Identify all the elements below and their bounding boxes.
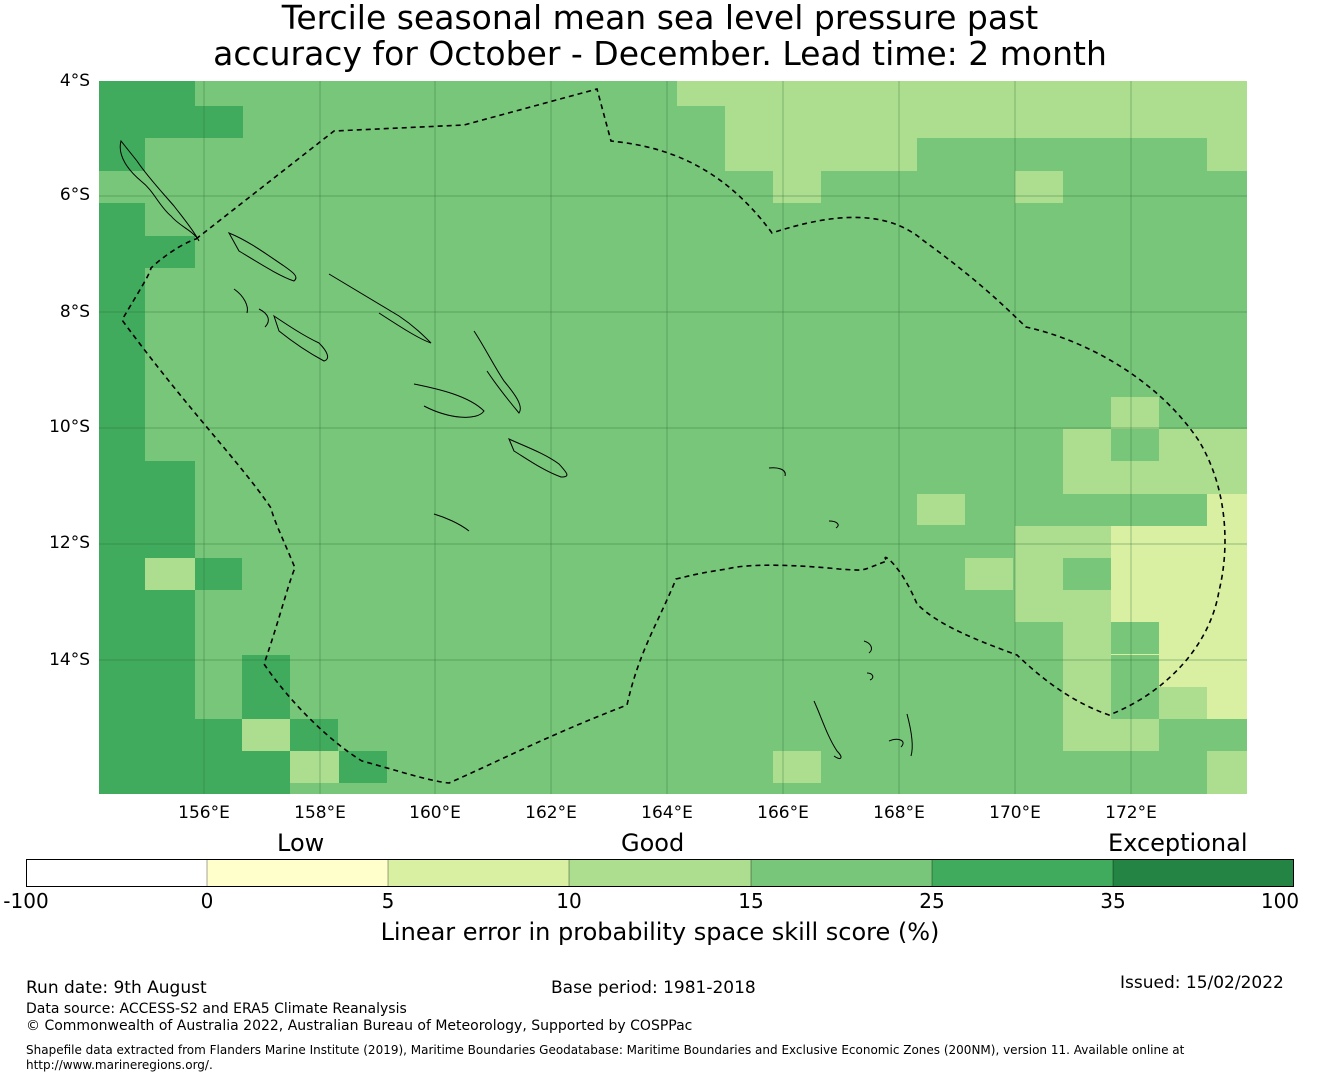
cell-high bbox=[145, 590, 195, 794]
cell-mid bbox=[917, 138, 965, 171]
cell-high bbox=[290, 719, 338, 751]
legend-category-good: Good bbox=[621, 829, 685, 857]
shapefile-credit: Shapefile data extracted from Flanders M… bbox=[26, 1043, 1185, 1072]
cell-good bbox=[1063, 622, 1111, 655]
cell-good bbox=[290, 751, 339, 783]
data-source: Data source: ACCESS-S2 and ERA5 Climate … bbox=[26, 1001, 407, 1017]
base-period: Base period: 1981-2018 bbox=[551, 978, 756, 998]
colorbar-tick: 15 bbox=[738, 889, 764, 913]
cell-high bbox=[195, 106, 243, 138]
cell-mid bbox=[1063, 558, 1111, 590]
colorbar-tick: 25 bbox=[919, 889, 945, 913]
lon-label-164e: 164°E bbox=[641, 803, 693, 823]
cell-good bbox=[773, 171, 821, 203]
cell-high bbox=[242, 655, 290, 719]
cell-mid bbox=[1159, 719, 1207, 794]
cell-mid bbox=[1111, 429, 1159, 461]
cell-good bbox=[1111, 719, 1159, 751]
lat-label-6s: 6°S bbox=[59, 185, 90, 205]
cell-good bbox=[1015, 558, 1063, 590]
colorbar-tick: 5 bbox=[381, 889, 395, 913]
map-title-line2: accuracy for October - December. Lead ti… bbox=[213, 34, 1107, 73]
cell-good bbox=[1159, 687, 1207, 719]
issued-date: Issued: 15/02/2022 bbox=[1120, 973, 1284, 993]
map-title-line1: Tercile seasonal mean sea level pressure… bbox=[281, 0, 1039, 37]
cell-high bbox=[99, 138, 145, 171]
cell-high bbox=[145, 461, 195, 558]
cell-good bbox=[145, 558, 195, 590]
cell-fair bbox=[1207, 494, 1247, 526]
legend-category-low: Low bbox=[277, 829, 325, 857]
colorbar-tick: -100 bbox=[3, 889, 49, 913]
lon-label-158e: 158°E bbox=[294, 803, 346, 823]
lat-label-12s: 12°S bbox=[49, 533, 90, 553]
colorbar-segment bbox=[932, 859, 1113, 887]
lat-label-14s: 14°S bbox=[49, 650, 90, 670]
lat-label-8s: 8°S bbox=[59, 302, 90, 322]
cell-mid bbox=[1111, 687, 1159, 719]
colorbar-tick: 10 bbox=[556, 889, 582, 913]
colorbar-segment bbox=[26, 859, 207, 887]
cell-good bbox=[1015, 590, 1111, 622]
lon-label-166e: 166°E bbox=[757, 803, 809, 823]
skill-score-map bbox=[99, 81, 1247, 794]
colorbar-tick: 35 bbox=[1100, 889, 1126, 913]
cell-good bbox=[725, 138, 917, 171]
cell-high bbox=[99, 81, 195, 138]
cell-good bbox=[1063, 687, 1111, 751]
colorbar-tick: 0 bbox=[200, 889, 214, 913]
lon-label-168e: 168°E bbox=[873, 803, 925, 823]
cell-high bbox=[99, 461, 145, 794]
lon-label-172e: 172°E bbox=[1105, 803, 1157, 823]
skill-grid-cells bbox=[99, 81, 1247, 794]
lon-label-162e: 162°E bbox=[525, 803, 577, 823]
cell-fair bbox=[1207, 687, 1247, 719]
cell-high bbox=[195, 558, 242, 590]
lat-label-4s: 4°S bbox=[59, 71, 90, 91]
lon-label-160e: 160°E bbox=[409, 803, 461, 823]
cell-good bbox=[725, 106, 1247, 138]
cell-good bbox=[242, 719, 290, 751]
cell-good bbox=[917, 494, 965, 525]
lat-label-10s: 10°S bbox=[49, 417, 90, 437]
islands bbox=[119, 139, 913, 759]
lon-label-170e: 170°E bbox=[989, 803, 1041, 823]
cell-high bbox=[99, 203, 145, 461]
colorbar-label: Linear error in probability space skill … bbox=[380, 918, 940, 946]
cell-good bbox=[677, 81, 1247, 106]
colorbar-segment bbox=[388, 859, 569, 887]
skill-score-colorbar bbox=[26, 859, 1294, 887]
copyright: © Commonwealth of Australia 2022, Austra… bbox=[26, 1018, 693, 1034]
colorbar-segment bbox=[751, 859, 932, 887]
legend-category-exceptional: Exceptional bbox=[1108, 829, 1248, 857]
cell-good bbox=[1015, 171, 1063, 203]
cell-good bbox=[965, 558, 1013, 590]
colorbar-segment bbox=[207, 859, 388, 887]
cell-good bbox=[1207, 138, 1247, 171]
graticule bbox=[99, 81, 1247, 794]
cell-mid bbox=[1159, 138, 1207, 171]
lon-label-156e: 156°E bbox=[178, 803, 230, 823]
colorbar-segment bbox=[569, 859, 751, 887]
cell-good bbox=[1111, 397, 1159, 429]
eez-boundary bbox=[121, 88, 1226, 784]
cell-good bbox=[1063, 526, 1111, 558]
cell-good bbox=[773, 751, 821, 783]
cell-high bbox=[145, 236, 195, 268]
run-date: Run date: 9th August bbox=[26, 978, 207, 998]
cell-mid bbox=[1111, 622, 1159, 654]
colorbar-segment bbox=[1113, 859, 1294, 887]
colorbar-tick: 100 bbox=[1260, 889, 1300, 913]
cell-good bbox=[1207, 751, 1247, 794]
cell-high bbox=[339, 751, 387, 783]
